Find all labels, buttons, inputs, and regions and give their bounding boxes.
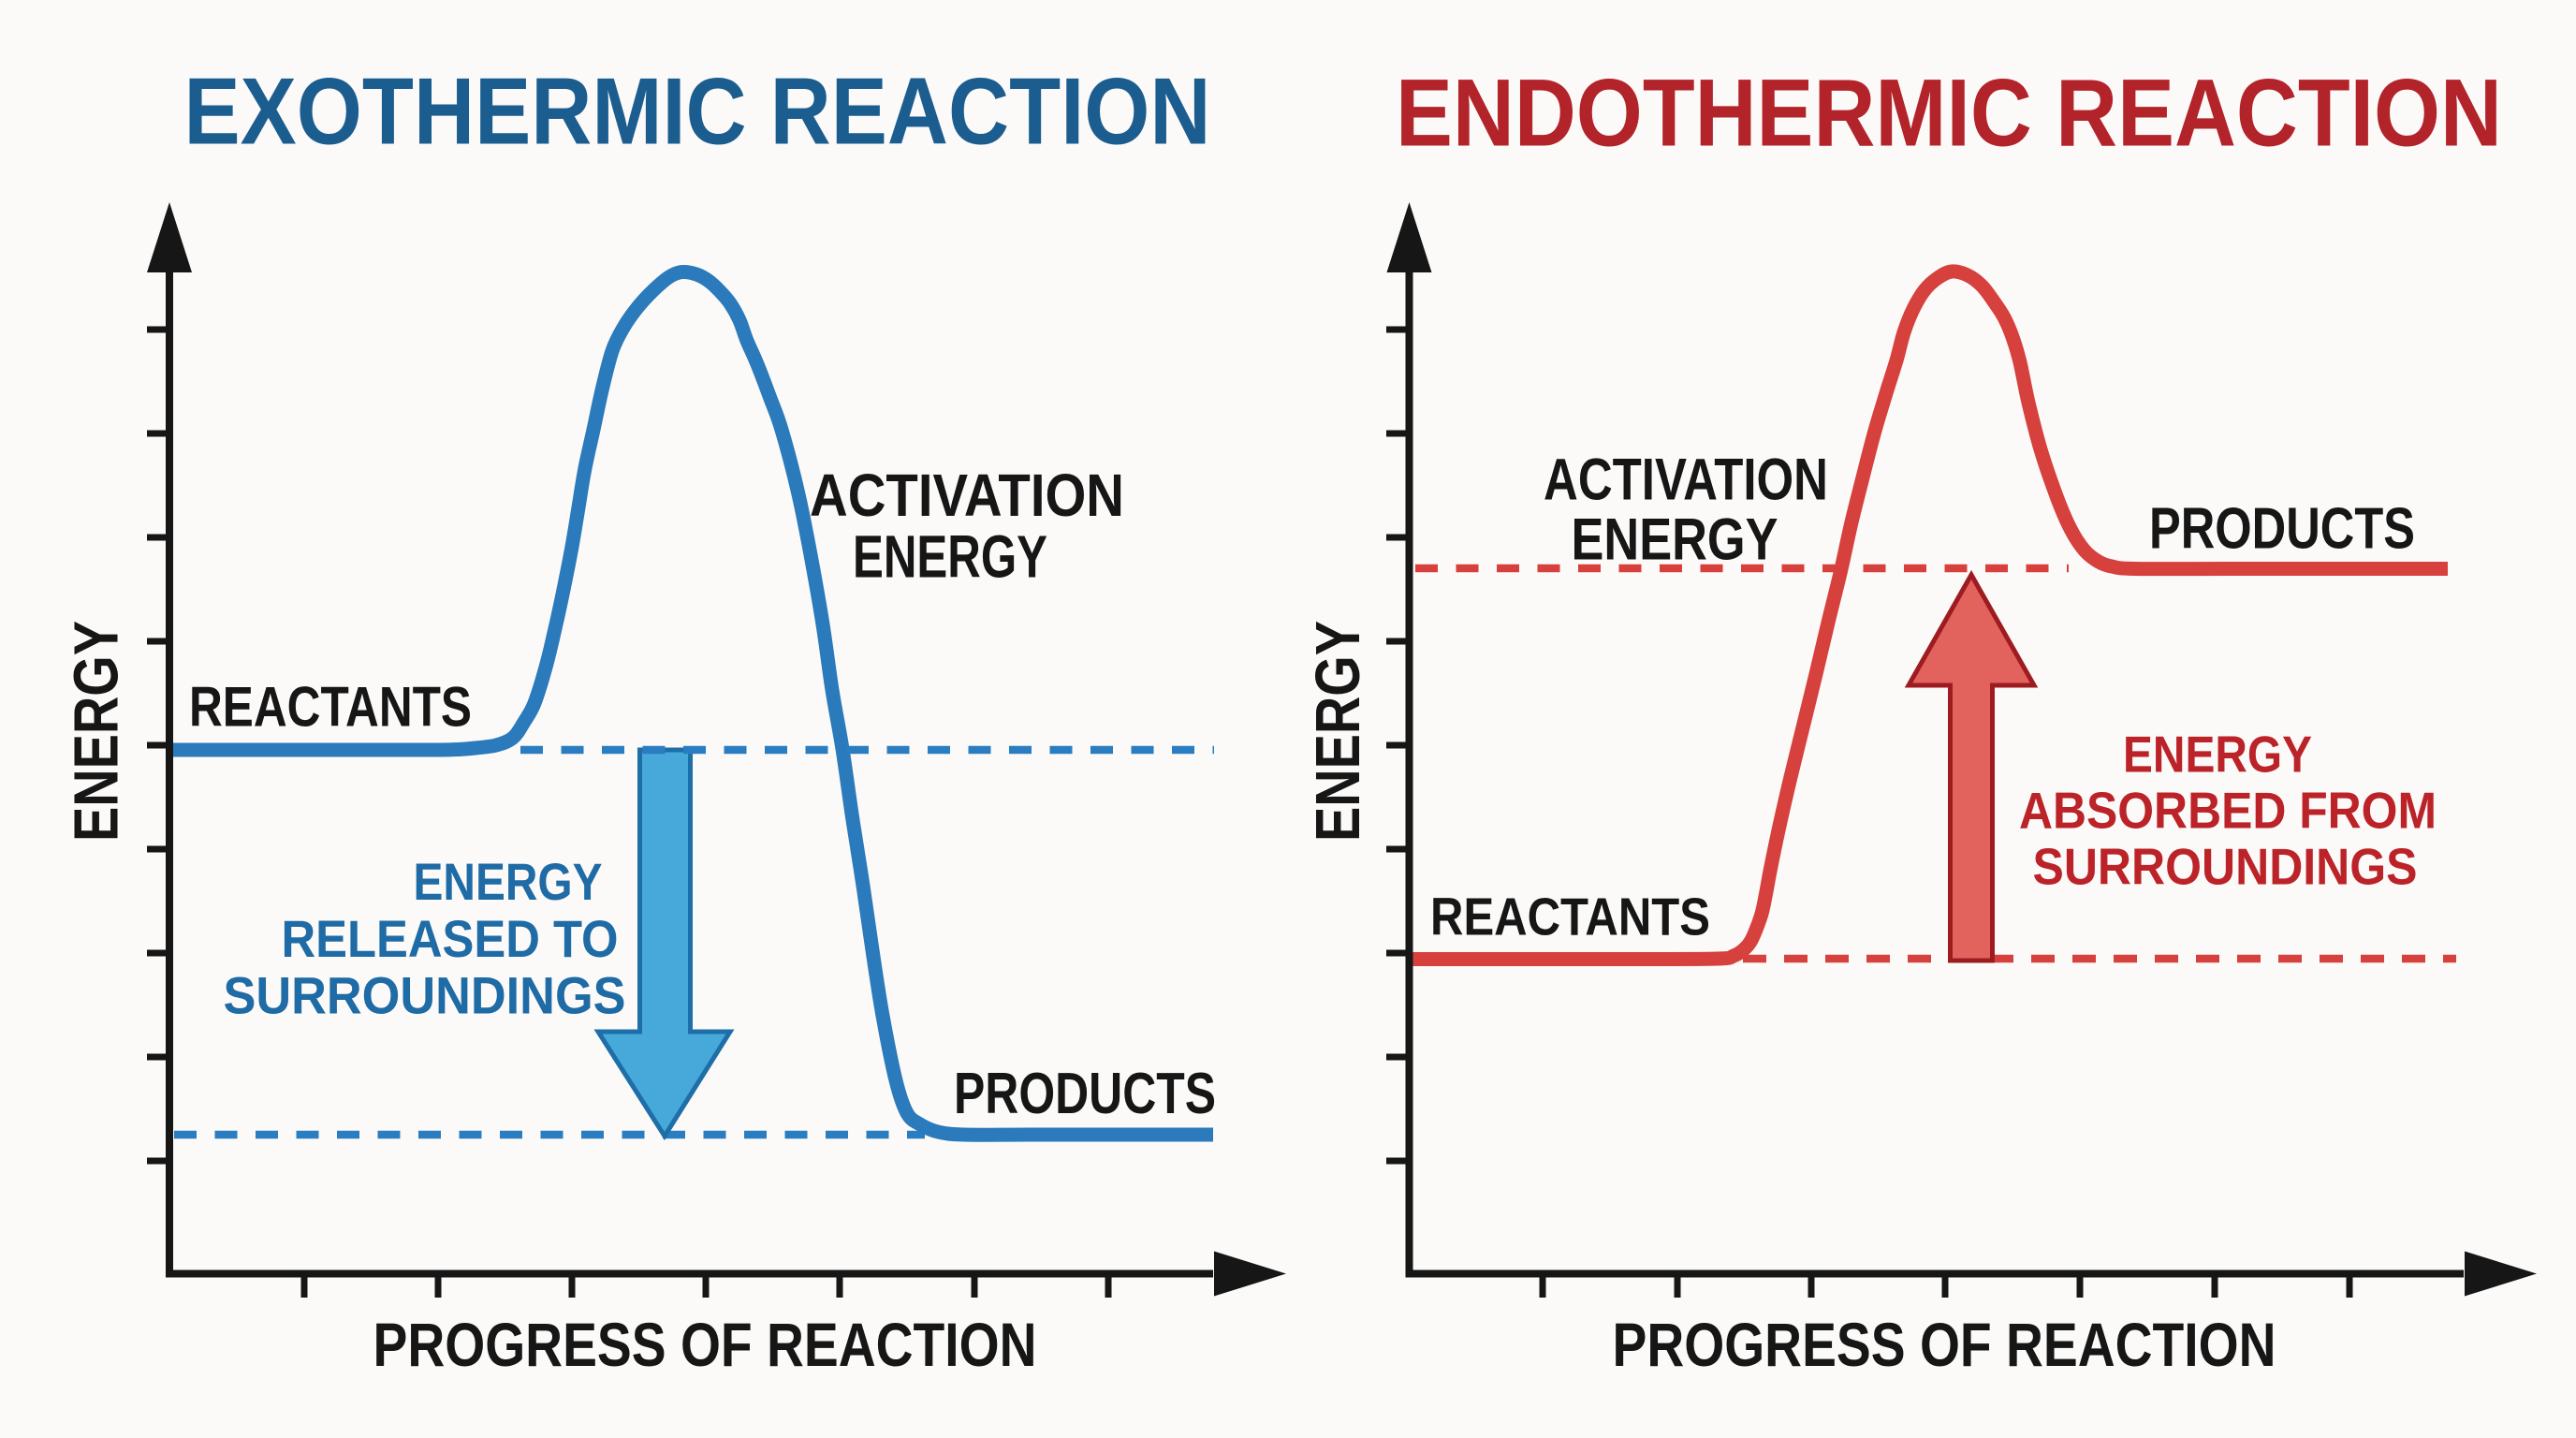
svg-text:PROGRESS OF REACTION: PROGRESS OF REACTION	[1613, 1310, 2276, 1379]
svg-text:EXOTHERMIC REACTION: EXOTHERMIC REACTION	[184, 60, 1211, 165]
svg-text:ENERGY: ENERGY	[2123, 726, 2312, 784]
svg-text:ABSORBED FROM: ABSORBED FROM	[2019, 782, 2437, 840]
svg-text:REACTANTS: REACTANTS	[1430, 888, 1710, 947]
svg-text:ENERGY: ENERGY	[1572, 507, 1778, 573]
svg-text:ACTIVATION: ACTIVATION	[1544, 448, 1828, 513]
svg-text:SURROUNDINGS: SURROUNDINGS	[2033, 838, 2418, 896]
svg-text:PRODUCTS: PRODUCTS	[2149, 496, 2415, 562]
svg-text:ENERGY: ENERGY	[853, 523, 1047, 591]
svg-text:RELEASED TO: RELEASED TO	[282, 909, 619, 968]
svg-text:REACTANTS: REACTANTS	[189, 676, 472, 739]
svg-text:ENERGY: ENERGY	[62, 621, 132, 842]
svg-text:ENERGY: ENERGY	[414, 852, 603, 911]
svg-text:ENERGY: ENERGY	[1303, 621, 1373, 842]
svg-text:PRODUCTS: PRODUCTS	[954, 1061, 1216, 1126]
svg-text:ENDOTHERMIC REACTION: ENDOTHERMIC REACTION	[1396, 60, 2502, 167]
svg-text:ACTIVATION: ACTIVATION	[810, 462, 1124, 529]
svg-text:SURROUNDINGS: SURROUNDINGS	[224, 966, 626, 1025]
svg-text:PROGRESS OF REACTION: PROGRESS OF REACTION	[373, 1310, 1037, 1379]
